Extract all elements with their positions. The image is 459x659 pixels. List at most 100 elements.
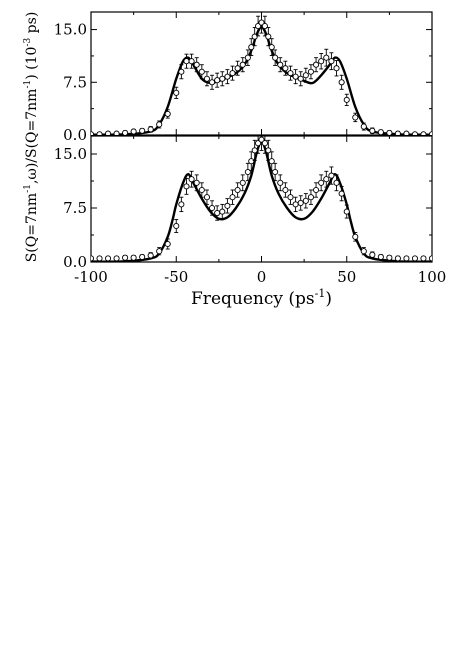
- data-point: [178, 201, 185, 208]
- data-point: [343, 96, 350, 103]
- data-point: [248, 158, 255, 165]
- data-point: [193, 179, 200, 186]
- data-point: [234, 186, 241, 194]
- data-point: [255, 140, 262, 147]
- data-point: [352, 114, 359, 121]
- y-tick-label: 15.0: [54, 21, 87, 39]
- data-point: [130, 128, 137, 135]
- y-tick-label: 7.5: [63, 199, 87, 217]
- data-point: [244, 54, 251, 61]
- data-point: [369, 127, 376, 134]
- data-point: [251, 33, 258, 40]
- data-point: [96, 131, 103, 135]
- data-point: [251, 147, 258, 154]
- data-point: [239, 61, 246, 68]
- data-point: [188, 176, 195, 183]
- data-point: [369, 251, 376, 258]
- data-point: [360, 123, 367, 130]
- data-point: [139, 127, 146, 134]
- data-point: [188, 58, 195, 65]
- data-point: [360, 248, 367, 255]
- data-point: [272, 168, 279, 176]
- data-point: [282, 65, 289, 72]
- plot-frame: [90, 135, 433, 263]
- data-point: [203, 75, 210, 82]
- data-point: [302, 197, 309, 204]
- data-point: [122, 129, 129, 135]
- data-point: [113, 255, 120, 262]
- data-point: [178, 68, 185, 75]
- bottom-panel: 0.0 7.5 15.0 -100 -50 0 50 100: [54, 135, 447, 286]
- x-tick-label: 0: [257, 268, 267, 286]
- data-point: [292, 73, 299, 80]
- data-point: [377, 129, 384, 135]
- data-point: [219, 208, 226, 215]
- model-curve: [91, 26, 432, 135]
- data-point: [209, 79, 216, 86]
- y-tick-label: 0.0: [63, 126, 87, 144]
- top-panel: 0.0 7.5 15.0: [54, 11, 433, 144]
- data-point: [244, 168, 251, 176]
- x-tick-label: 100: [418, 268, 447, 286]
- data-point: [147, 252, 154, 259]
- data-point: [313, 61, 320, 68]
- data-point: [139, 253, 146, 261]
- y-tick-label: 0.0: [63, 253, 87, 271]
- data-point: [386, 129, 393, 135]
- data-point: [265, 147, 272, 154]
- data-point: [261, 140, 268, 147]
- data-point: [229, 194, 236, 201]
- data-point: [219, 75, 226, 82]
- data-point: [130, 254, 137, 261]
- data-point: [173, 222, 180, 230]
- data-point: [403, 130, 410, 135]
- data-point: [277, 61, 284, 68]
- data-point: [297, 75, 304, 82]
- data-point: [292, 201, 299, 208]
- model-curve: [91, 139, 432, 262]
- data-point: [255, 23, 262, 30]
- data-point: [258, 136, 265, 143]
- data-point: [352, 233, 359, 240]
- x-tick-label: -50: [164, 268, 188, 286]
- data-layer: [91, 12, 432, 135]
- data-point: [377, 253, 384, 261]
- data-point: [122, 254, 129, 261]
- data-point: [328, 172, 335, 179]
- data-point: [338, 79, 345, 86]
- data-point: [394, 255, 401, 262]
- data-point: [147, 126, 154, 133]
- data-point: [183, 183, 190, 190]
- y-tick-label: 15.0: [54, 145, 87, 163]
- y-axis-label: S(Q=7nm-1,ω)/S(Q=7nm-1) (10-3 ps): [23, 12, 40, 263]
- data-point: [91, 255, 95, 262]
- data-point: [420, 131, 427, 135]
- data-point: [272, 54, 279, 61]
- data-point: [164, 110, 171, 117]
- data-point: [183, 58, 190, 65]
- data-layer: [91, 136, 432, 262]
- data-point: [282, 186, 289, 194]
- data-point: [313, 186, 320, 194]
- data-point: [224, 73, 231, 80]
- data-point: [156, 248, 163, 255]
- data-point: [239, 179, 246, 186]
- data-point: [156, 121, 163, 128]
- data-point: [198, 186, 205, 194]
- data-point: [394, 130, 401, 135]
- data-point: [302, 72, 309, 79]
- data-point: [287, 70, 294, 77]
- data-point: [209, 204, 216, 212]
- data-point: [403, 255, 410, 262]
- data-point: [105, 130, 112, 135]
- data-point: [343, 208, 350, 215]
- data-point: [307, 68, 314, 75]
- y-axis-label-text: S(Q=7nm-1,ω)/S(Q=7nm-1) (10-3 ps): [23, 12, 40, 263]
- data-point: [411, 255, 419, 262]
- data-point: [164, 240, 171, 248]
- data-point: [428, 131, 432, 135]
- data-point: [214, 77, 221, 84]
- data-point: [193, 61, 200, 68]
- x-tick-label: -100: [74, 268, 108, 286]
- data-point: [318, 58, 325, 65]
